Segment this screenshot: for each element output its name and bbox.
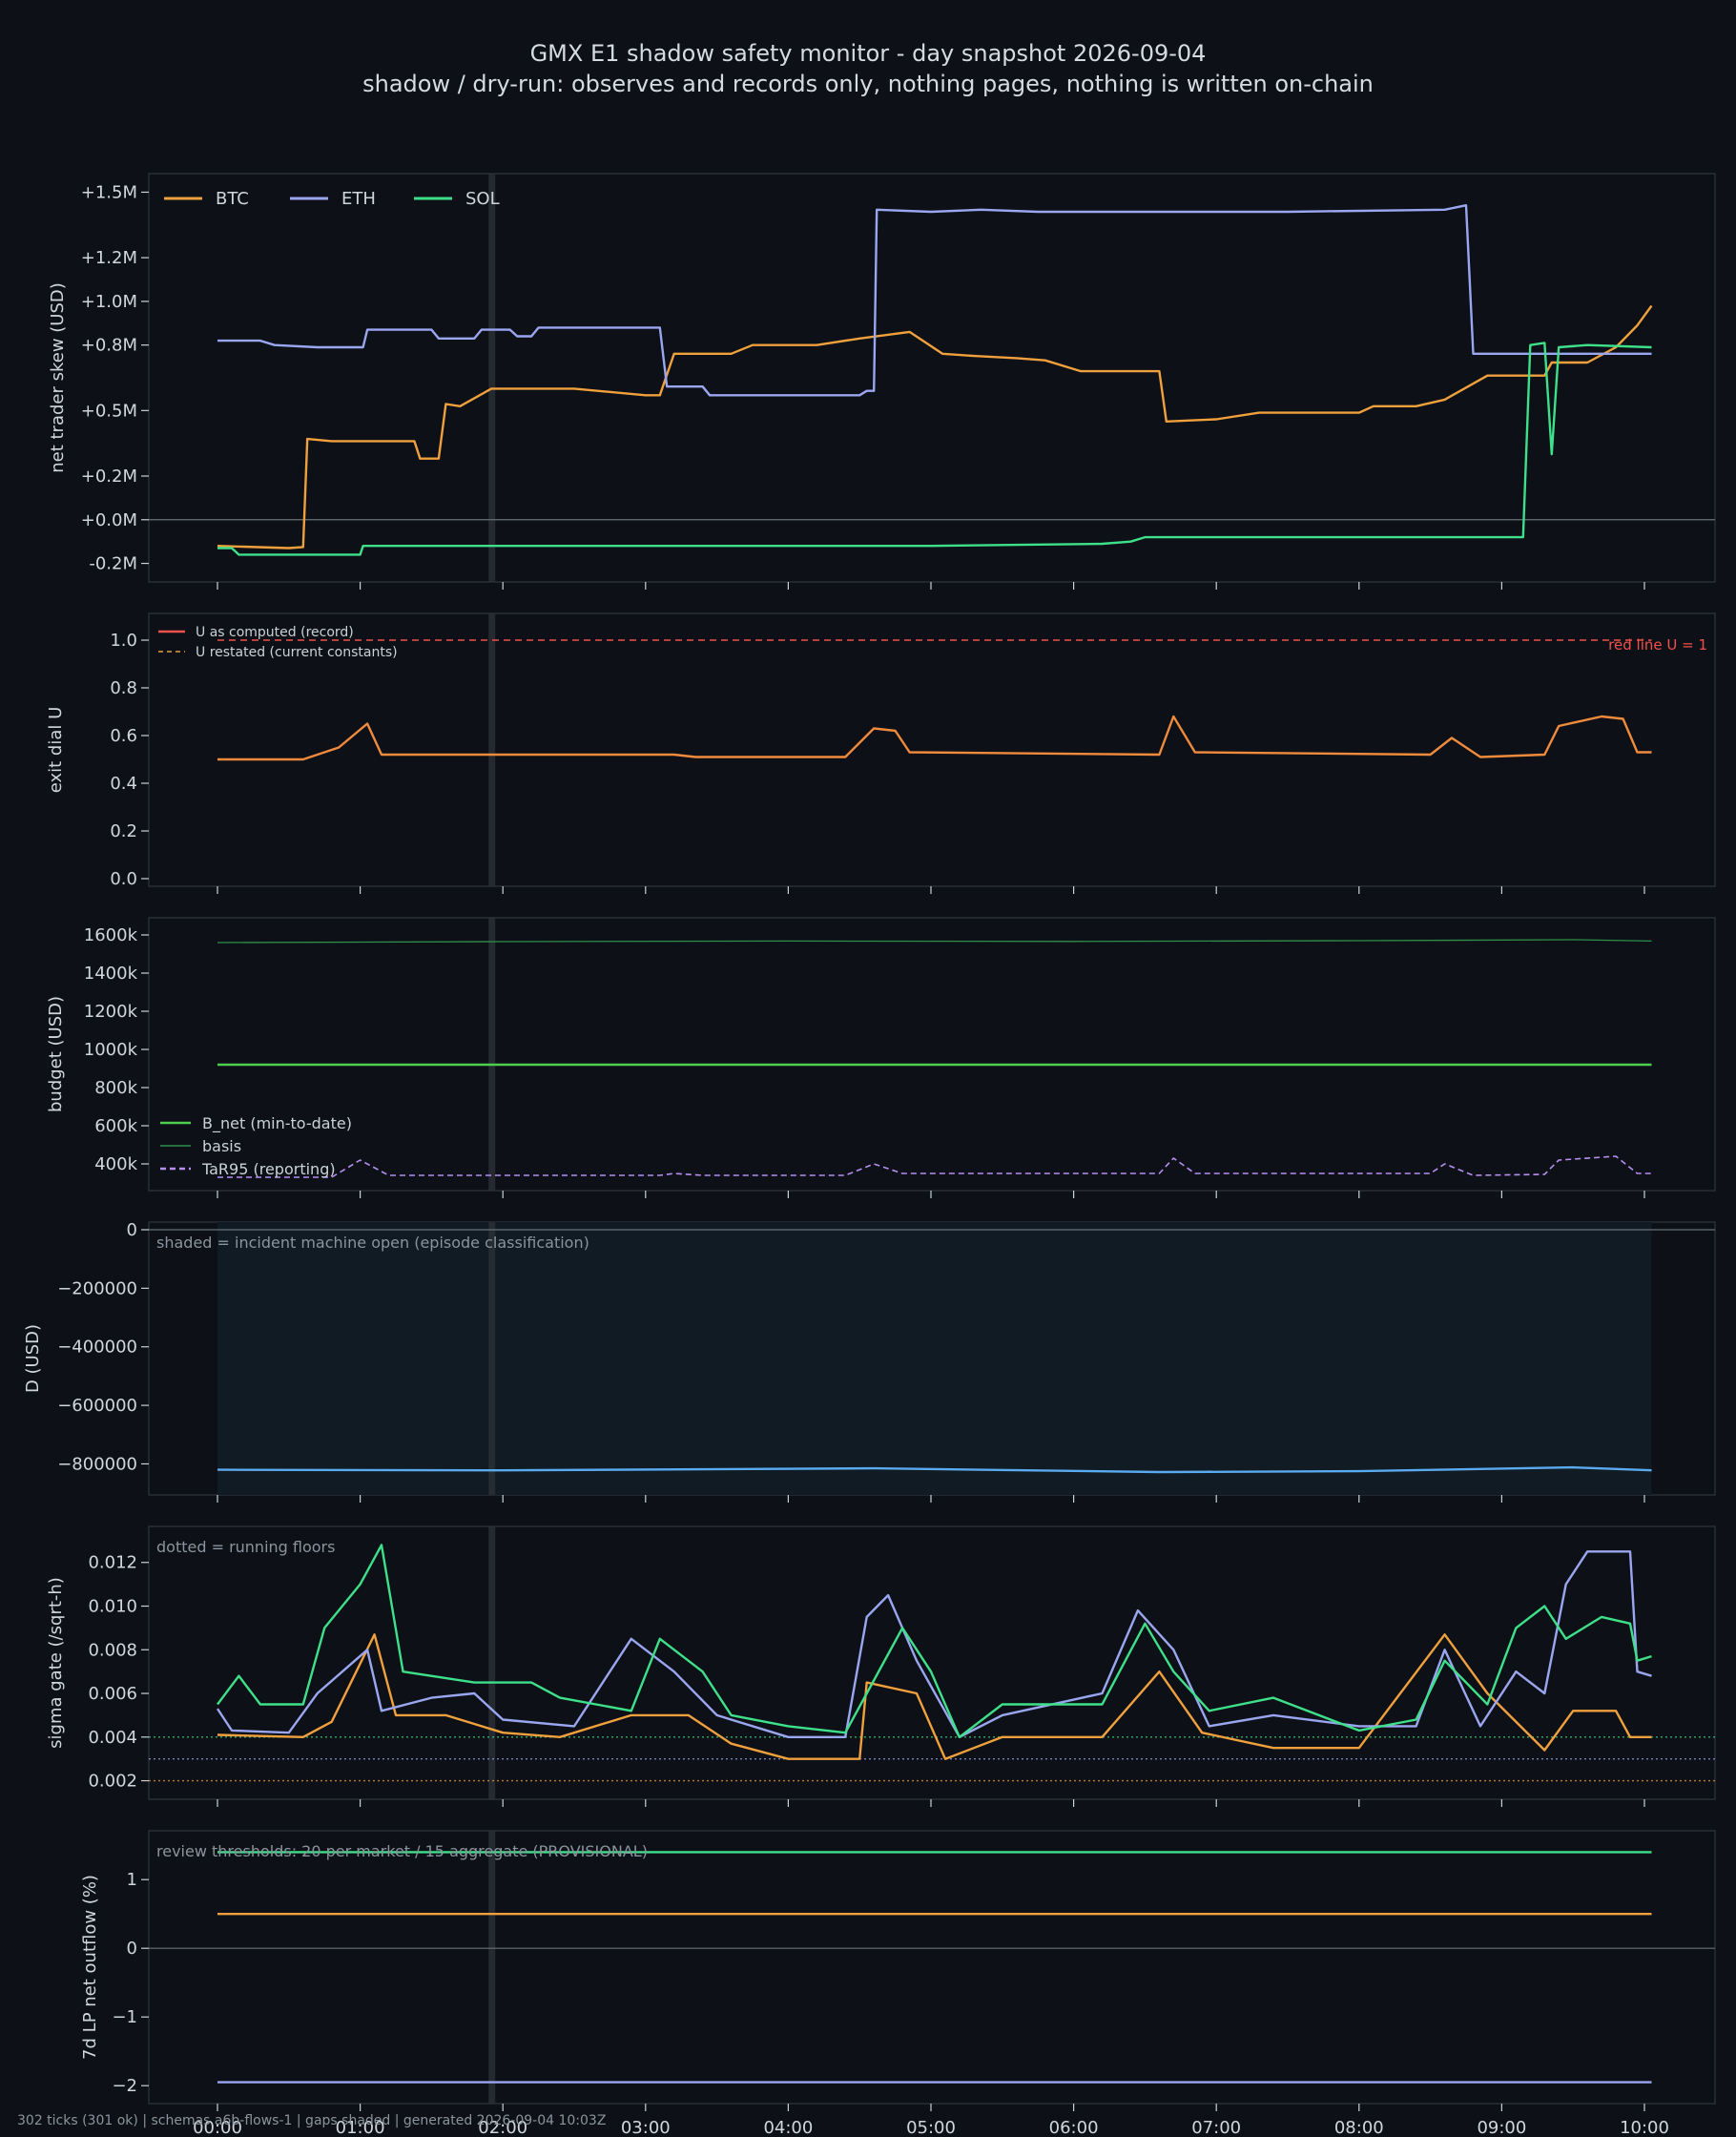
series-line-skew-sol xyxy=(217,342,1652,556)
legend-label: U as computed (record) xyxy=(196,625,354,640)
xtick-label: 04:00 xyxy=(763,2118,813,2137)
ylabel-budget: budget (USD) xyxy=(46,996,66,1112)
panel-annotation-drawdown: shaded = incident machine open (episode … xyxy=(156,1234,589,1252)
chart-title: GMX E1 shadow safety monitor - day snaps… xyxy=(529,40,1207,67)
ytick-label: 0.008 xyxy=(88,1640,137,1660)
incident-shade xyxy=(217,1222,1652,1495)
xtick-label: 01:00 xyxy=(336,2118,385,2137)
legend-label: B_net (min-to-date) xyxy=(202,1114,352,1133)
ytick-label: +0.2M xyxy=(81,467,137,487)
ytick-label: −600000 xyxy=(57,1396,137,1416)
ytick-label: 0.2 xyxy=(110,821,137,841)
xtick-label: 06:00 xyxy=(1049,2118,1099,2137)
ytick-label: 0.4 xyxy=(110,774,137,794)
xtick-label: 08:00 xyxy=(1334,2118,1384,2137)
xtick-label: 03:00 xyxy=(621,2118,671,2137)
ylabel-lp_outflow: 7d LP net outflow (%) xyxy=(80,1875,100,2060)
ytick-label: −2 xyxy=(112,2076,137,2096)
ytick-label: 0.8 xyxy=(110,678,137,698)
red-line-annotation: red line U = 1 xyxy=(1608,636,1707,654)
panel-frame-budget xyxy=(148,917,1716,1192)
ytick-label: 0 xyxy=(127,1939,137,1959)
panel-frame-sigma_gate xyxy=(148,1525,1716,1800)
series-line-exit_dial-u-as-computed-record- xyxy=(217,715,1652,761)
ytick-label: 600k xyxy=(94,1116,137,1136)
gap-band-exit_dial xyxy=(488,613,496,886)
xtick-label: 02:00 xyxy=(478,2118,527,2137)
legend-label: ETH xyxy=(341,189,376,209)
series-line-budget-tar95-reporting- xyxy=(217,1155,1652,1178)
ytick-label: +1.0M xyxy=(81,292,137,312)
panel-frame-skew xyxy=(148,173,1716,583)
ytick-label: 1000k xyxy=(84,1040,138,1060)
ylabel-skew: net trader skew (USD) xyxy=(48,282,68,473)
ytick-label: 0.002 xyxy=(88,1772,137,1792)
legend-label: basis xyxy=(202,1137,241,1155)
ytick-label: 1 xyxy=(127,1870,137,1890)
ytick-label: 0.012 xyxy=(88,1553,137,1573)
ylabel-exit_dial: exit dial U xyxy=(46,707,66,794)
ytick-label: 1200k xyxy=(84,1002,138,1022)
ytick-label: 400k xyxy=(94,1154,137,1174)
ytick-label: 0.004 xyxy=(88,1728,137,1748)
series-line-sigma_gate-sol xyxy=(217,1544,1652,1738)
panel-annotation-lp_outflow: review thresholds: 20 per market / 15 ag… xyxy=(156,1842,648,1860)
series-line-sigma_gate-btc xyxy=(217,1633,1652,1760)
xtick-label: 07:00 xyxy=(1191,2118,1241,2137)
gap-band-skew xyxy=(488,174,496,582)
series-line-sigma_gate-eth xyxy=(216,1550,1652,1738)
legend-label: SOL xyxy=(465,189,500,209)
legend-label: U restated (current constants) xyxy=(196,645,398,660)
ytick-label: +1.5M xyxy=(81,182,137,202)
chart-subtitle: shadow / dry-run: observes and records o… xyxy=(362,71,1374,97)
ytick-label: 0.6 xyxy=(110,726,137,746)
footer-status: 302 ticks (301 ok) | schemas a6b-flows-1… xyxy=(17,2113,607,2128)
ytick-label: −400000 xyxy=(57,1338,137,1358)
ytick-label: −1 xyxy=(112,2007,137,2027)
series-line-skew-eth xyxy=(217,204,1652,397)
ytick-label: +0.8M xyxy=(81,336,137,356)
ytick-label: −200000 xyxy=(57,1278,137,1298)
ytick-label: 0.010 xyxy=(88,1597,137,1617)
gap-band-lp_outflow xyxy=(488,1831,496,2104)
ytick-label: 1.0 xyxy=(110,631,137,651)
series-line-budget-basis xyxy=(217,939,1652,944)
ylabel-drawdown: D (USD) xyxy=(23,1324,43,1393)
series-line-drawdown-d xyxy=(217,1465,1652,1474)
ytick-label: 1600k xyxy=(84,925,138,945)
panel-annotation-sigma_gate: dotted = running floors xyxy=(156,1538,335,1556)
legend-label: BTC xyxy=(216,189,249,209)
xtick-label: 10:00 xyxy=(1620,2118,1669,2137)
ytick-label: 0.006 xyxy=(88,1684,137,1704)
ytick-label: 0 xyxy=(127,1220,137,1240)
panel-frame-lp_outflow xyxy=(148,1830,1716,2105)
xtick-label: 00:00 xyxy=(193,2118,242,2137)
ytick-label: +0.5M xyxy=(81,401,137,421)
ylabel-sigma_gate: sigma gate (/sqrt-h) xyxy=(46,1577,66,1749)
panel-frame-exit_dial xyxy=(148,612,1716,887)
ytick-label: 800k xyxy=(94,1078,137,1098)
legend-label: TaR95 (reporting) xyxy=(201,1160,336,1178)
ytick-label: +0.0M xyxy=(81,510,137,530)
ytick-label: -0.2M xyxy=(89,554,137,574)
series-line-skew-btc xyxy=(217,304,1653,550)
ytick-label: 1400k xyxy=(84,964,138,984)
ytick-label: 0.0 xyxy=(110,869,137,889)
gap-band-sigma_gate xyxy=(488,1526,496,1799)
gap-band-drawdown xyxy=(488,1222,496,1495)
xtick-label: 09:00 xyxy=(1477,2118,1526,2137)
ytick-label: +1.2M xyxy=(81,248,137,268)
gap-band-budget xyxy=(488,918,496,1191)
xtick-label: 05:00 xyxy=(906,2118,956,2137)
ytick-label: −800000 xyxy=(57,1454,137,1474)
